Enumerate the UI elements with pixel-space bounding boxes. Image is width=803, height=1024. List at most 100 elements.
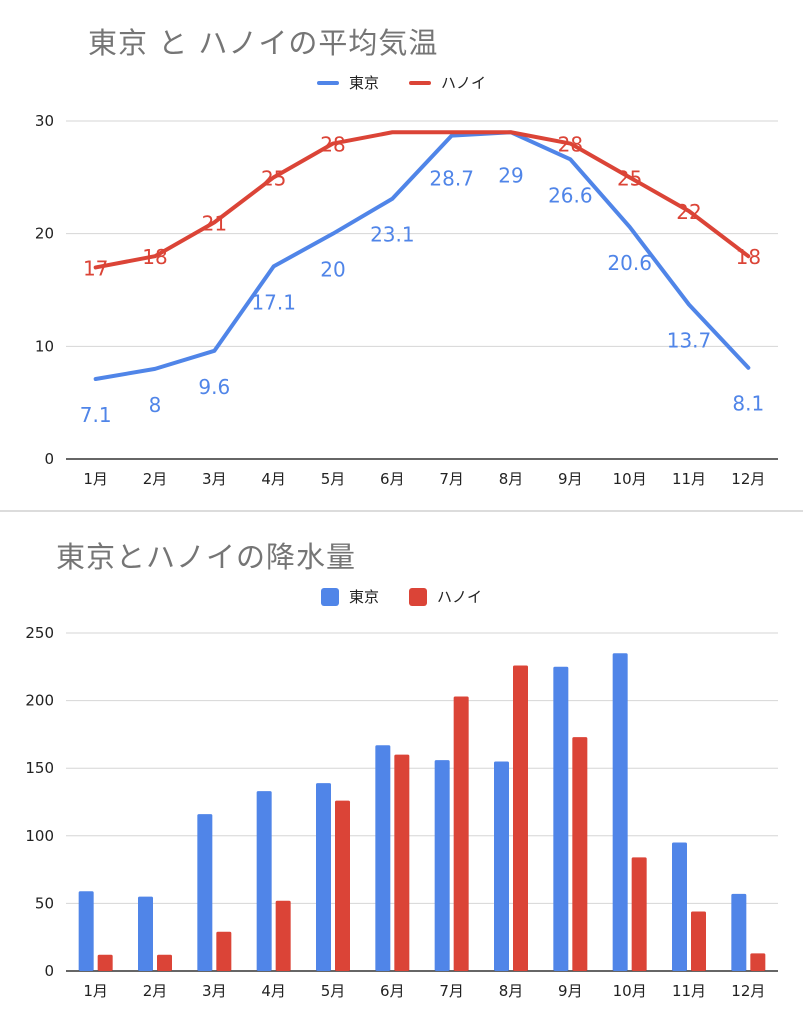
x-tick-label: 5月 <box>321 470 346 488</box>
data-label-tokyo: 8.1 <box>732 392 764 416</box>
data-label-tokyo: 23.1 <box>370 223 415 247</box>
y-tick-label: 50 <box>35 894 54 912</box>
x-tick-label: 3月 <box>202 470 227 488</box>
data-label-hanoi: 22 <box>676 200 701 224</box>
x-tick-label: 3月 <box>202 982 227 1000</box>
bar-hanoi <box>97 954 113 971</box>
data-label-hanoi: 28 <box>320 133 345 157</box>
y-tick-label: 100 <box>25 827 54 845</box>
y-tick-label: 20 <box>35 225 54 243</box>
chart-divider <box>0 510 803 512</box>
legend-item-tokyo[interactable]: 東京 <box>320 586 379 607</box>
x-tick-label: 7月 <box>439 470 464 488</box>
data-label-hanoi: 25 <box>617 166 642 190</box>
x-tick-label: 6月 <box>380 982 405 1000</box>
data-label-tokyo: 20 <box>320 258 345 282</box>
x-tick-label: 11月 <box>672 982 706 1000</box>
legend-label-hanoi: ハノイ <box>437 588 483 606</box>
legend-swatch-hanoi <box>409 587 427 606</box>
x-tick-label: 10月 <box>613 470 647 488</box>
data-label-tokyo: 29 <box>498 163 523 187</box>
data-label-tokyo: 7.1 <box>80 403 112 427</box>
bar-tokyo <box>197 814 213 971</box>
data-label-tokyo: 28.7 <box>429 167 474 191</box>
data-label-tokyo: 13.7 <box>667 329 712 353</box>
bar-hanoi <box>394 754 410 971</box>
bar-tokyo <box>672 842 687 971</box>
series-line-tokyo <box>93 130 751 382</box>
x-tick-label: 12月 <box>731 470 765 488</box>
data-label-tokyo: 9.6 <box>198 375 230 399</box>
data-label-tokyo: 8 <box>149 393 162 417</box>
bar-tokyo <box>138 896 153 971</box>
legend-swatch-tokyo <box>320 587 339 606</box>
data-label-hanoi: 17 <box>83 256 108 280</box>
bar-hanoi <box>157 954 172 971</box>
legend: 東京 ハノイ <box>0 72 803 93</box>
bar-tokyo <box>434 760 450 971</box>
data-label-hanoi: 18 <box>142 245 167 269</box>
temperature-chart: 東京 と ハノイの平均気温 東京 ハノイ 0 10 20 30 1月 2月 3月 4月 5月 6月… <box>0 0 803 510</box>
y-tick-label: 0 <box>44 962 54 980</box>
bar-tokyo <box>494 761 509 971</box>
legend-item-hanoi[interactable]: ハノイ <box>409 72 486 93</box>
y-tick-label: 250 <box>25 624 54 642</box>
bar-tokyo <box>78 891 94 971</box>
bar-tokyo <box>731 893 747 971</box>
legend-label-tokyo: 東京 <box>348 588 379 606</box>
data-label-hanoi: 18 <box>736 245 761 269</box>
data-label-tokyo: 20.6 <box>607 251 652 275</box>
legend-item-tokyo[interactable]: 東京 <box>316 72 379 93</box>
legend-label-tokyo: 東京 <box>348 74 379 92</box>
x-tick-label: 11月 <box>672 470 706 488</box>
x-tick-label: 4月 <box>261 982 286 1000</box>
x-tick-label: 2月 <box>143 470 168 488</box>
x-tick-label: 6月 <box>380 470 405 488</box>
bar-hanoi <box>513 665 528 971</box>
data-label-tokyo: 26.6 <box>548 183 593 207</box>
x-tick-label: 8月 <box>499 982 524 1000</box>
legend: 東京 ハノイ <box>0 586 803 607</box>
x-tick-label: 9月 <box>558 982 583 1000</box>
legend-swatch-hanoi <box>409 80 431 85</box>
x-tick-label: 10月 <box>613 982 647 1000</box>
chart-title: 東京 と ハノイの平均気温 <box>88 26 439 60</box>
bar-hanoi <box>275 900 291 971</box>
precipitation-plot: 0 50 100 150 200 250 1月 2月 3月 4月 5月 6月 7月 8月 9月 10月 11月 1… <box>25 624 778 1000</box>
x-tick-label: 4月 <box>261 470 286 488</box>
bar-tokyo <box>316 783 331 971</box>
bar-hanoi <box>335 800 350 971</box>
y-tick-label: 30 <box>35 112 54 130</box>
x-tick-label: 1月 <box>83 470 108 488</box>
temperature-plot: 0 10 20 30 1月 2月 3月 4月 5月 6月 7月 8月 9月 10月 11月 12月 7.1 8 9.… <box>35 112 778 488</box>
x-tick-label: 7月 <box>439 982 464 1000</box>
data-label-hanoi: 21 <box>202 211 227 235</box>
x-tick-label: 5月 <box>321 982 346 1000</box>
x-tick-label: 2月 <box>143 982 168 1000</box>
data-label-tokyo: 17.1 <box>251 290 296 314</box>
x-tick-label: 8月 <box>499 470 524 488</box>
legend-label-hanoi: ハノイ <box>441 74 487 92</box>
y-tick-label: 0 <box>44 450 54 468</box>
data-label-hanoi: 28 <box>558 133 583 157</box>
precipitation-chart: 東京とハノイの降水量 東京 ハノイ 0 50 100 150 200 250 1月 2月 3月 4… <box>0 512 803 1024</box>
series-line-hanoi <box>93 130 751 270</box>
bar-hanoi <box>750 953 766 971</box>
chart-title: 東京とハノイの降水量 <box>56 540 357 574</box>
bar-hanoi <box>691 911 706 971</box>
bar-tokyo <box>612 653 628 971</box>
bar-tokyo <box>375 745 391 971</box>
bar-tokyo <box>256 791 272 971</box>
x-tick-label: 12月 <box>731 982 765 1000</box>
x-tick-label: 9月 <box>558 470 583 488</box>
bar-hanoi <box>453 696 469 971</box>
bar-hanoi <box>216 931 232 971</box>
x-tick-label: 1月 <box>83 982 108 1000</box>
legend-swatch-tokyo <box>316 80 339 85</box>
y-tick-label: 150 <box>25 759 54 777</box>
bar-tokyo <box>553 666 569 971</box>
y-tick-label: 200 <box>25 692 54 710</box>
y-tick-label: 10 <box>35 337 54 355</box>
legend-item-hanoi[interactable]: ハノイ <box>409 586 482 607</box>
bar-hanoi <box>572 737 588 971</box>
